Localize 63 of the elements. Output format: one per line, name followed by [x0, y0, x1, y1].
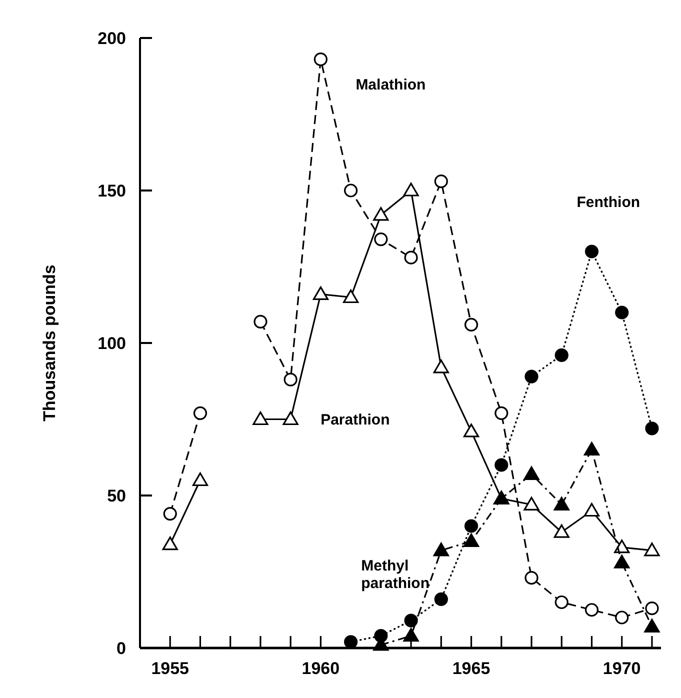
point: [524, 466, 540, 480]
point: [464, 318, 478, 332]
point: [404, 250, 418, 264]
point: [644, 618, 660, 632]
point: [524, 370, 538, 384]
point: [433, 542, 449, 556]
point: [645, 602, 659, 616]
point: [374, 232, 388, 246]
point: [314, 52, 328, 66]
point: [554, 524, 570, 538]
point: [193, 406, 208, 420]
point: [464, 519, 478, 533]
point: [554, 595, 568, 610]
point: [584, 244, 599, 258]
point: [584, 603, 599, 617]
point: [434, 592, 448, 606]
point: [254, 314, 268, 328]
point: [644, 542, 660, 556]
point: [524, 496, 540, 510]
point: [584, 502, 600, 517]
point: [163, 507, 177, 521]
point: [404, 614, 418, 628]
point: [554, 348, 568, 362]
point: [615, 306, 629, 320]
y-tick-label: 200: [98, 28, 126, 48]
x-tick-label: 1965: [452, 659, 490, 678]
y-tick-label: 150: [98, 181, 126, 200]
point: [162, 536, 178, 550]
point: [584, 442, 600, 456]
series-label: Malathion: [356, 76, 426, 94]
point: [403, 182, 419, 196]
point: [463, 424, 480, 438]
point: [463, 533, 480, 548]
point: [614, 554, 630, 568]
series-label: Parathion: [320, 412, 390, 428]
point: [312, 286, 328, 300]
point: [403, 628, 419, 642]
point: [524, 571, 538, 585]
x-tick-label: 1970: [602, 659, 641, 678]
series-label: Methyl parathion: [361, 558, 430, 592]
y-tick-label: 50: [107, 486, 126, 506]
y-axis-title: Thousands pounds: [40, 264, 59, 422]
point: [645, 422, 659, 436]
text: Fenthion: [576, 194, 640, 211]
y-tick-label: 100: [98, 334, 126, 353]
point: [434, 174, 448, 188]
point: [344, 184, 358, 198]
point: [373, 207, 389, 221]
point: [433, 360, 449, 374]
x-tick-label: 1960: [302, 659, 340, 678]
point: [614, 540, 630, 554]
point: [284, 372, 298, 386]
point: [344, 635, 358, 649]
point: [343, 289, 359, 304]
point: [252, 411, 268, 426]
point: [494, 458, 508, 472]
point: [615, 610, 629, 624]
point: [494, 406, 508, 420]
point: [554, 496, 570, 510]
point: [282, 411, 298, 426]
x-tick-label: 1955: [151, 659, 190, 678]
point: [192, 472, 208, 486]
y-tick-label: 0: [116, 638, 126, 658]
